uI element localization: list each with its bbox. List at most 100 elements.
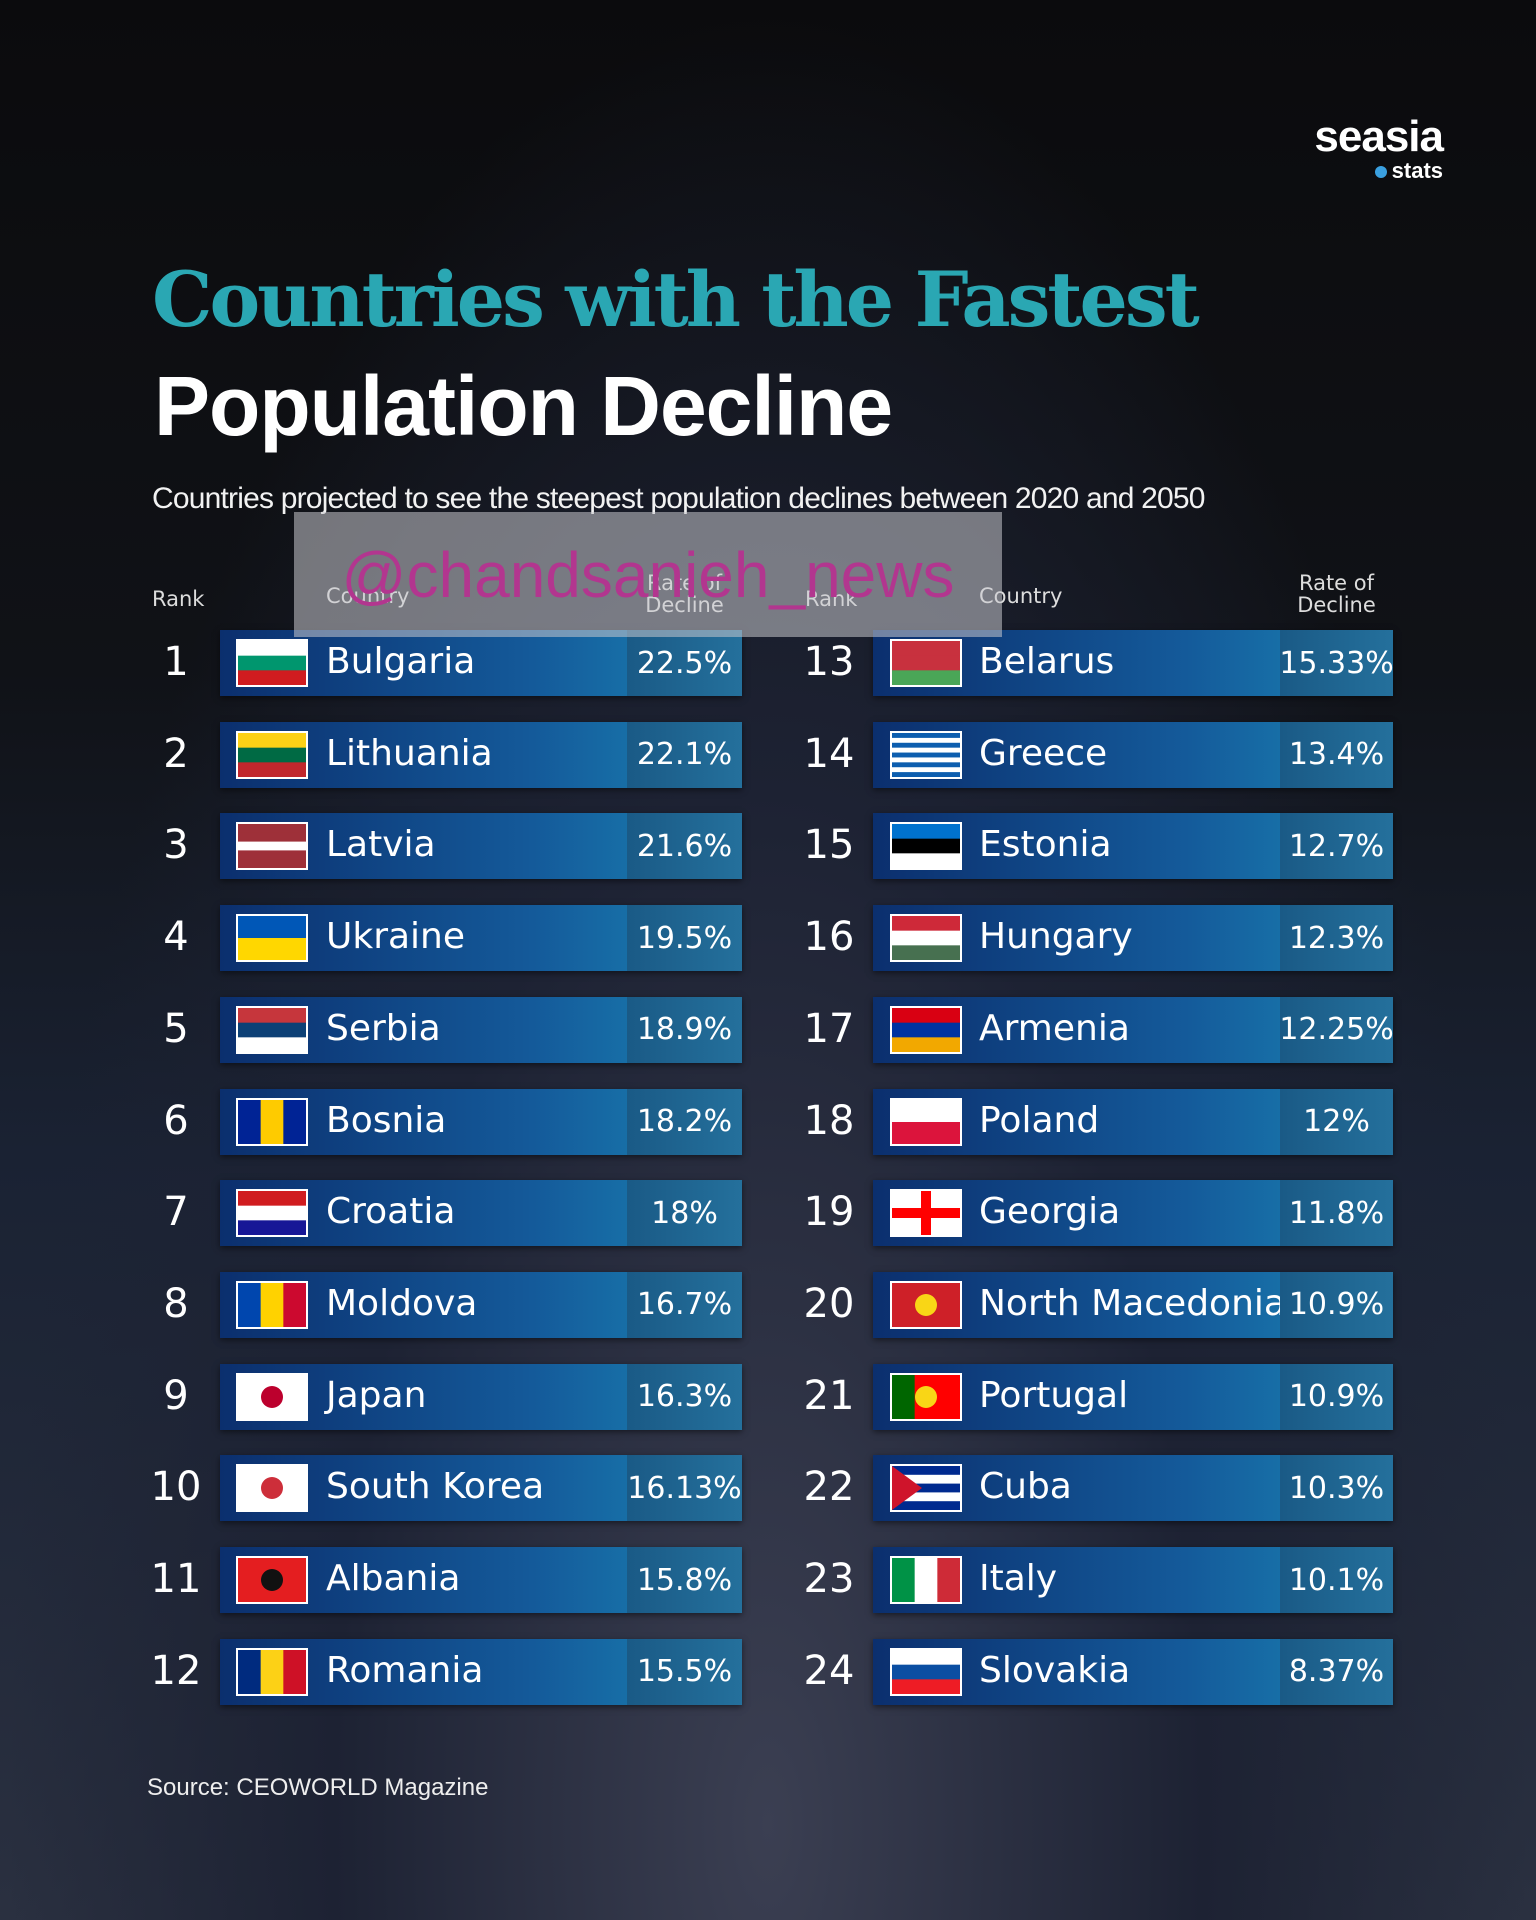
title-line-1: Countries with the Fastest (152, 255, 1200, 344)
flag (238, 1191, 306, 1236)
flag (892, 641, 960, 686)
flag (892, 1191, 960, 1236)
flag (892, 1558, 961, 1602)
rate: 18.2% (627, 1088, 742, 1155)
flag (238, 1558, 306, 1603)
country: Bulgaria (326, 641, 476, 682)
country: Greece (979, 732, 1108, 774)
flag (892, 1282, 960, 1328)
flag (892, 916, 960, 961)
rank: 6 (163, 1097, 189, 1144)
flag (238, 1374, 306, 1420)
country: Estonia (979, 824, 1112, 866)
country: Lithuania (326, 732, 493, 774)
rank: 9 (163, 1372, 189, 1419)
flag (892, 1099, 960, 1144)
flag (238, 916, 306, 961)
flag (238, 732, 306, 778)
rate: 15.8% (627, 1547, 742, 1613)
rate: 10.9% (1280, 1363, 1393, 1430)
country: South Korea (326, 1466, 545, 1508)
flag (892, 1466, 960, 1511)
rate: 21.6% (627, 813, 742, 880)
country: Slovakia (979, 1649, 1131, 1691)
country: Portugal (979, 1374, 1129, 1416)
rank: 16 (803, 914, 855, 961)
flag (238, 1007, 306, 1053)
country: Ukraine (326, 916, 466, 958)
brand-name: seasia (1314, 112, 1444, 161)
rate: 13.4% (1280, 721, 1393, 788)
rank: 5 (163, 1005, 189, 1052)
country: Italy (979, 1558, 1058, 1599)
rate: 16.7% (627, 1271, 742, 1338)
flag (892, 732, 960, 778)
rank: 24 (803, 1647, 855, 1694)
rate: 16.3% (627, 1363, 742, 1430)
rate: 12.7% (1280, 813, 1393, 880)
rank: 2 (163, 730, 189, 777)
flag (238, 1466, 306, 1511)
rate: 18.9% (627, 996, 742, 1063)
country: Moldova (326, 1282, 478, 1324)
country: Cuba (979, 1466, 1072, 1508)
country: Poland (979, 1099, 1100, 1141)
brand-sub: stats (1375, 158, 1443, 184)
flag (238, 641, 306, 686)
rank: 4 (163, 914, 189, 961)
country: Serbia (326, 1007, 441, 1049)
rank: 11 (150, 1556, 202, 1602)
header-rank: Rank (152, 587, 205, 611)
rate: 12% (1280, 1088, 1393, 1155)
rank: 15 (803, 822, 855, 869)
country: Albania (326, 1558, 461, 1599)
flag (892, 824, 960, 869)
header-rate: Rate of Decline (1297, 571, 1376, 617)
rate: 10.1% (1280, 1547, 1393, 1613)
source: Source: CEOWORLD Magazine (147, 1774, 489, 1801)
country: Hungary (979, 916, 1133, 958)
rank: 22 (803, 1464, 855, 1511)
rate: 15.33% (1279, 630, 1394, 696)
rate: 22.1% (627, 721, 742, 788)
rank: 21 (803, 1372, 855, 1419)
rank: 18 (803, 1097, 855, 1144)
country: Japan (326, 1374, 427, 1416)
rank: 19 (803, 1189, 855, 1236)
watermark: @chandsanieh_news (294, 512, 1002, 637)
rate: 12.25% (1279, 996, 1394, 1063)
rate: 19.5% (627, 905, 742, 972)
country: Georgia (979, 1191, 1121, 1233)
country: Bosnia (326, 1099, 447, 1141)
flag (238, 1649, 307, 1694)
rate: 12.3% (1280, 905, 1393, 972)
title-line-2: Population Decline (154, 359, 893, 453)
rate: 18% (627, 1180, 742, 1247)
country: Latvia (326, 824, 436, 866)
country: Romania (326, 1649, 484, 1691)
rate: 15.5% (627, 1638, 742, 1705)
country: Belarus (979, 641, 1115, 682)
rate: 16.13% (627, 1455, 742, 1522)
flag (892, 1007, 960, 1053)
rank: 14 (803, 730, 855, 777)
rate: 10.3% (1280, 1455, 1393, 1522)
rank: 1 (163, 639, 189, 685)
rate: 10.9% (1280, 1271, 1393, 1338)
rate: 11.8% (1280, 1180, 1393, 1247)
rank: 10 (150, 1464, 202, 1511)
rank: 23 (803, 1556, 855, 1602)
flag (892, 1649, 960, 1695)
flag (238, 824, 306, 869)
rate: 22.5% (627, 630, 742, 696)
country: Armenia (979, 1007, 1130, 1049)
country: North Macedonia (979, 1282, 1286, 1324)
rate: 8.37% (1280, 1638, 1393, 1705)
rank: 7 (163, 1189, 189, 1236)
subtitle: Countries projected to see the steepest … (152, 482, 1205, 515)
rank: 17 (803, 1005, 855, 1052)
flag (892, 1374, 961, 1419)
rank: 8 (163, 1280, 189, 1327)
rank: 13 (803, 639, 855, 685)
